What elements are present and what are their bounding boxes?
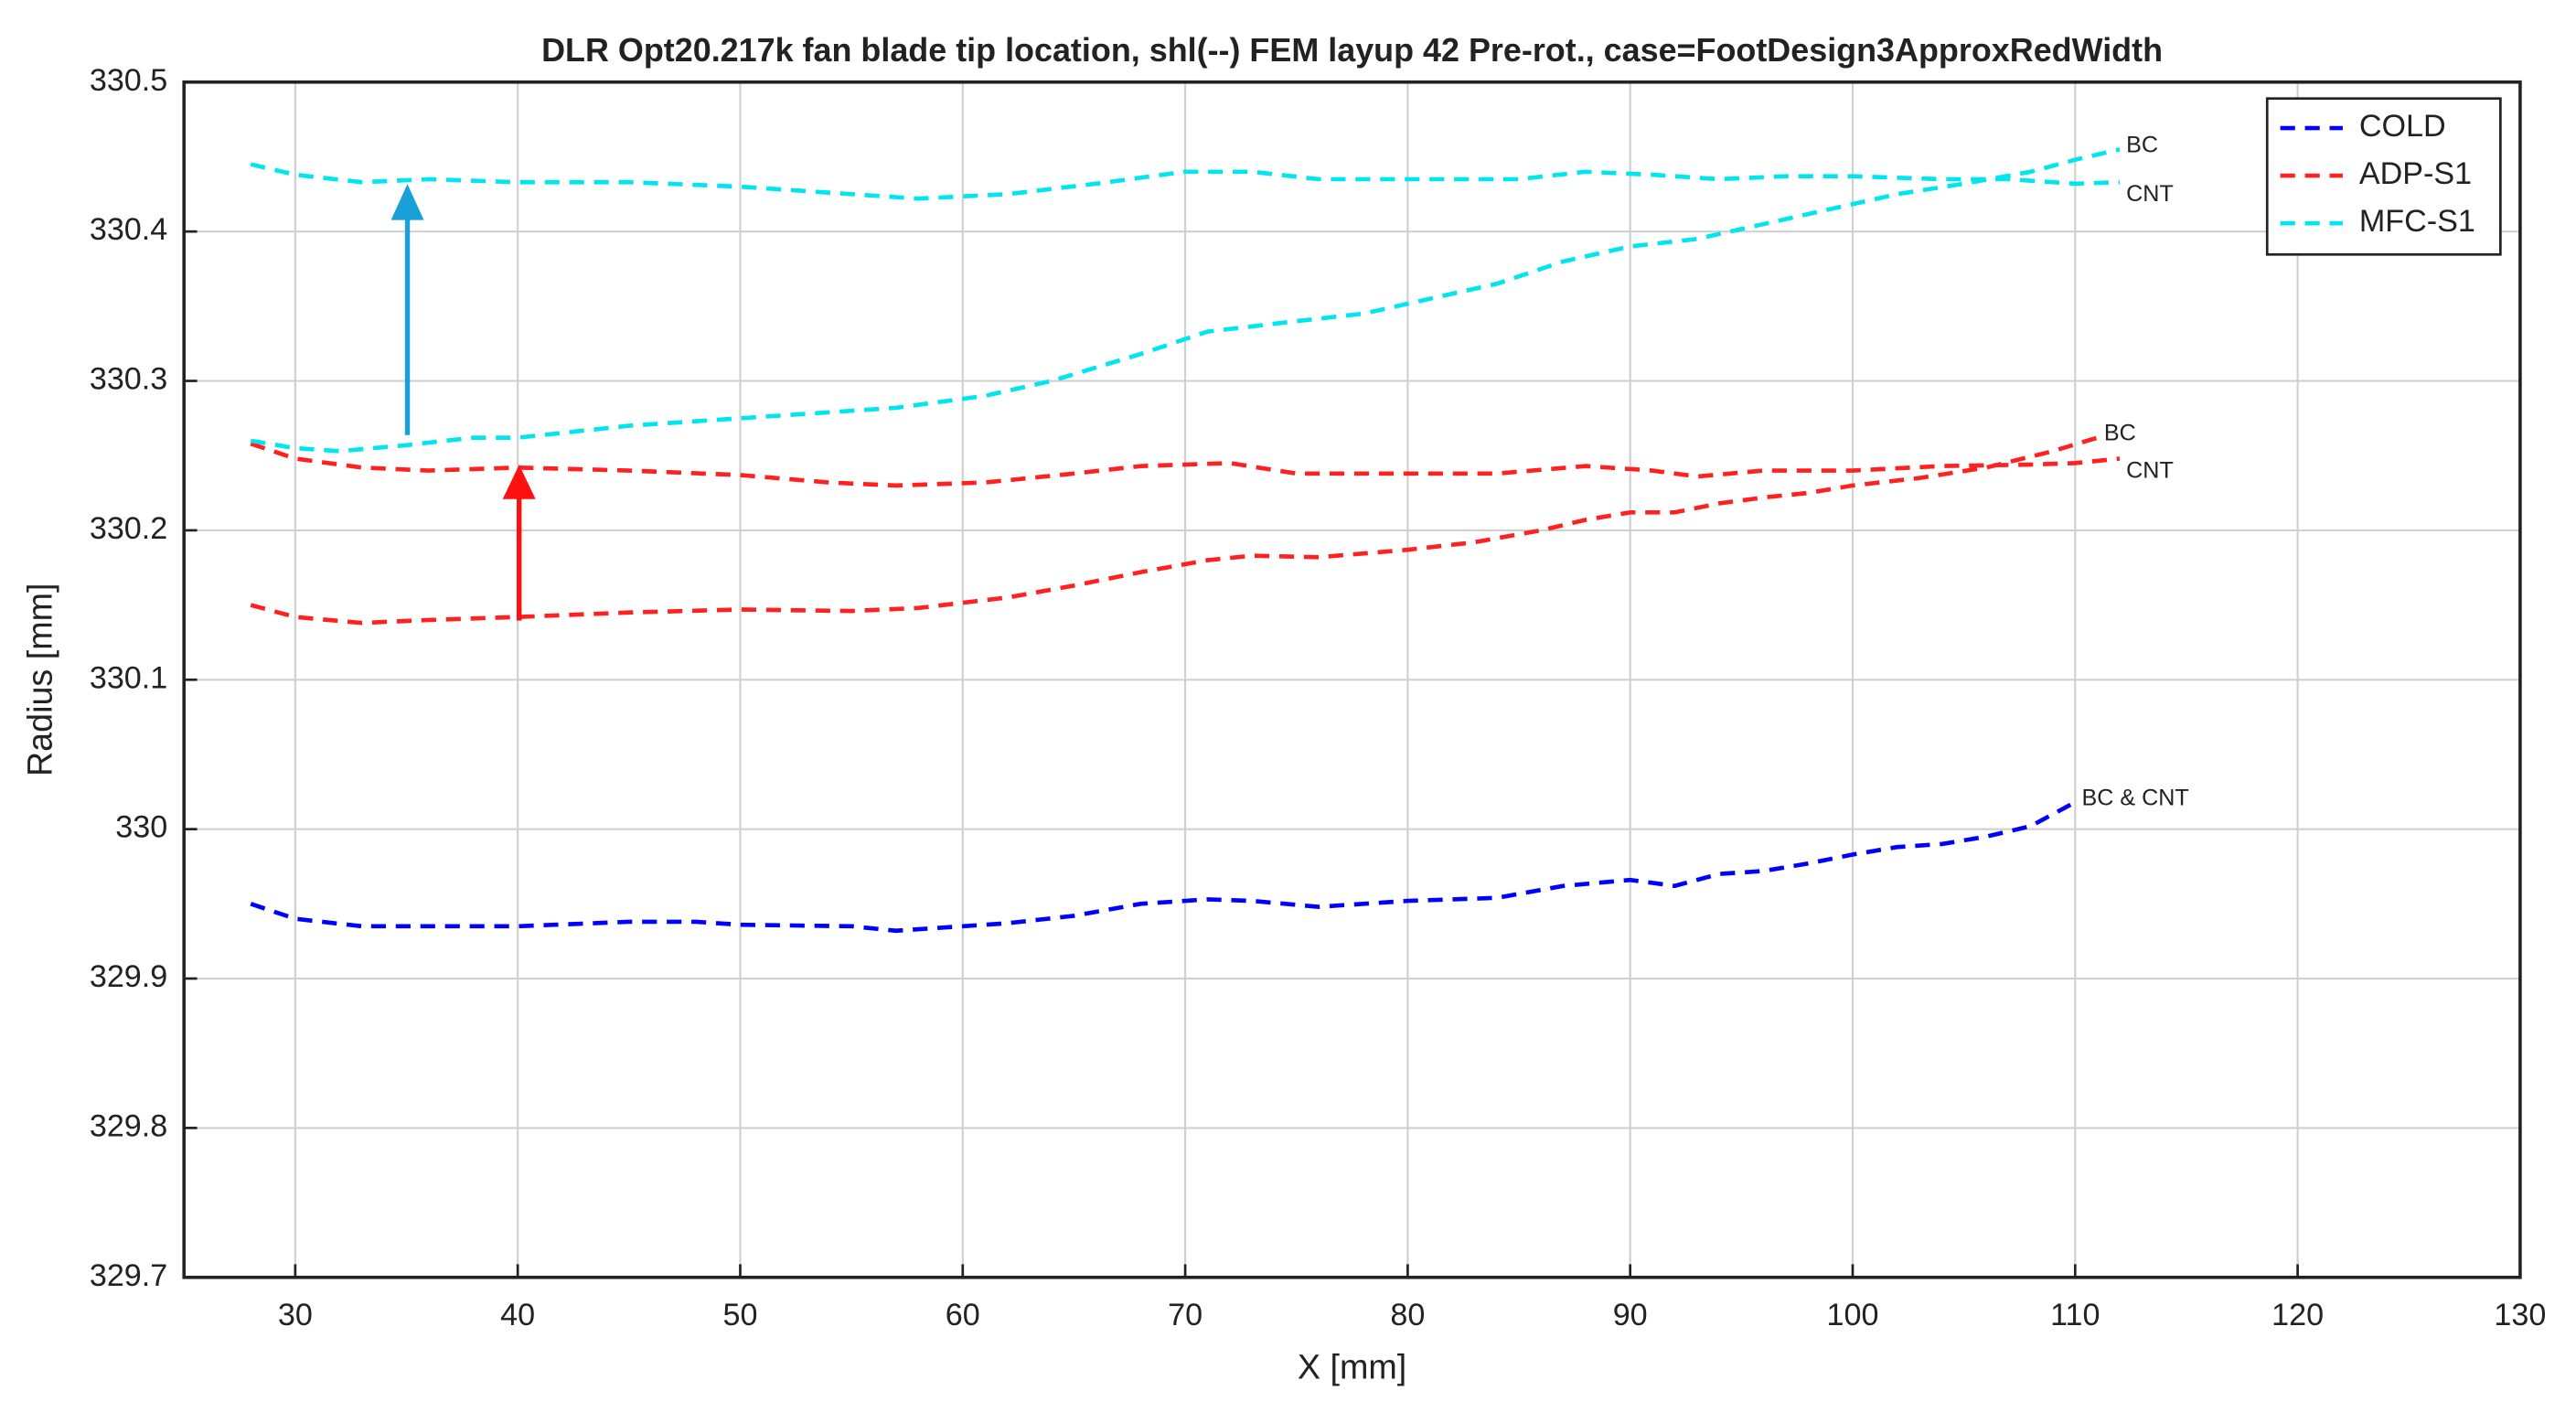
y-tick-label: 330.5 xyxy=(90,63,167,98)
curve-label: BC xyxy=(2104,421,2136,446)
y-tick-label: 330 xyxy=(115,810,167,845)
x-tick-label: 50 xyxy=(722,1298,757,1332)
curves: BC & CNT BC CNT BC CNT xyxy=(250,132,2189,934)
y-tick-label: 330.4 xyxy=(90,212,167,247)
y-tick-label: 329.9 xyxy=(90,959,167,994)
legend-label: ADP-S1 xyxy=(2359,156,2472,191)
curve-label: BC & CNT xyxy=(2081,785,2188,810)
data-line xyxy=(250,800,2077,934)
x-tick-label: 30 xyxy=(278,1298,313,1332)
y-tick-label: 329.7 xyxy=(90,1258,167,1293)
x-tick-label: 70 xyxy=(1168,1298,1202,1332)
x-tick-label: 110 xyxy=(2050,1298,2100,1332)
arrow xyxy=(390,184,424,435)
x-tick-label: 120 xyxy=(2271,1298,2324,1332)
legend-label: COLD xyxy=(2359,109,2446,144)
x-tick-label: 60 xyxy=(946,1298,980,1332)
data-line xyxy=(250,147,2121,454)
y-tick-label: 330.2 xyxy=(90,511,167,546)
y-tick-label: 330.1 xyxy=(90,660,167,695)
x-tick-label: 80 xyxy=(1390,1298,1425,1332)
data-line xyxy=(250,162,2121,201)
arrow xyxy=(502,465,536,621)
y-tick-label: 329.8 xyxy=(90,1108,167,1143)
data-line xyxy=(250,435,2099,626)
x-tick-label: 90 xyxy=(1613,1298,1648,1332)
curve-label: CNT xyxy=(2126,181,2174,207)
x-tick-label: 130 xyxy=(2494,1298,2546,1332)
data-line xyxy=(250,441,2121,488)
x-tick-label: 40 xyxy=(500,1298,535,1332)
y-axis-label: Radius [mm] xyxy=(21,583,59,777)
x-tick-label: 100 xyxy=(1827,1298,1879,1332)
x-axis-label: X [mm] xyxy=(1298,1347,1406,1385)
legend: COLD ADP-S1 MFC-S1 xyxy=(2265,97,2502,256)
legend-label: MFC-S1 xyxy=(2359,204,2475,239)
curve-label: BC xyxy=(2126,132,2158,157)
y-tick-label: 330.3 xyxy=(90,362,167,397)
curve-label: CNT xyxy=(2126,457,2174,483)
chart-title: DLR Opt20.217k fan blade tip location, s… xyxy=(541,31,2163,69)
